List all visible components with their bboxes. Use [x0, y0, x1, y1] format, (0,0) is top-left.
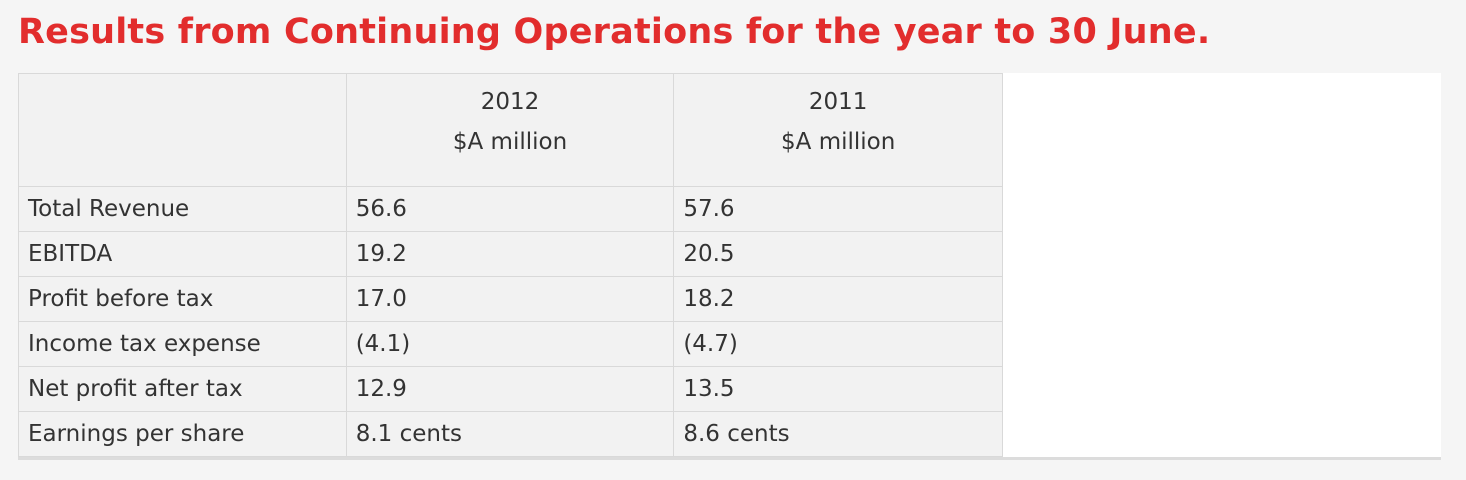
value-2011: 13.5	[673, 366, 1003, 412]
table-row: Earnings per share 8.1 cents 8.6 cents	[18, 411, 1003, 457]
column-header-2011: 2011 $A million	[673, 73, 1003, 187]
value-2011: 8.6 cents	[673, 411, 1003, 457]
row-label: Total Revenue	[18, 186, 347, 232]
value-2011: 20.5	[673, 231, 1003, 277]
value-2011: (4.7)	[673, 321, 1003, 367]
row-label: Earnings per share	[18, 411, 347, 457]
row-label: EBITDA	[18, 231, 347, 277]
value-2012: 8.1 cents	[345, 411, 675, 457]
value-2012: (4.1)	[345, 321, 675, 367]
table-row: EBITDA 19.2 20.5	[18, 231, 1003, 277]
row-label: Income tax expense	[18, 321, 347, 367]
column-year: 2012	[480, 89, 540, 115]
column-unit: $A million	[781, 129, 896, 155]
results-panel: 2012 $A million 2011 $A million Total Re…	[18, 73, 1441, 460]
table-row: Income tax expense (4.1) (4.7)	[18, 321, 1003, 367]
value-2012: 56.6	[345, 186, 675, 232]
value-2012: 19.2	[345, 231, 675, 277]
table-row: Net profit after tax 12.9 13.5	[18, 366, 1003, 412]
column-year: 2011	[808, 89, 868, 115]
column-header-2012: 2012 $A million	[345, 73, 675, 187]
page-title: Results from Continuing Operations for t…	[18, 12, 1211, 52]
header-empty-cell	[18, 73, 347, 187]
table-header-row: 2012 $A million 2011 $A million	[18, 73, 1003, 187]
value-2011: 18.2	[673, 276, 1003, 322]
value-2011: 57.6	[673, 186, 1003, 232]
value-2012: 17.0	[345, 276, 675, 322]
table-row: Profit before tax 17.0 18.2	[18, 276, 1003, 322]
table-row: Total Revenue 56.6 57.6	[18, 186, 1003, 232]
row-label: Profit before tax	[18, 276, 347, 322]
value-2012: 12.9	[345, 366, 675, 412]
results-table: 2012 $A million 2011 $A million Total Re…	[18, 73, 1003, 457]
column-unit: $A million	[452, 129, 568, 155]
row-label: Net profit after tax	[18, 366, 347, 412]
